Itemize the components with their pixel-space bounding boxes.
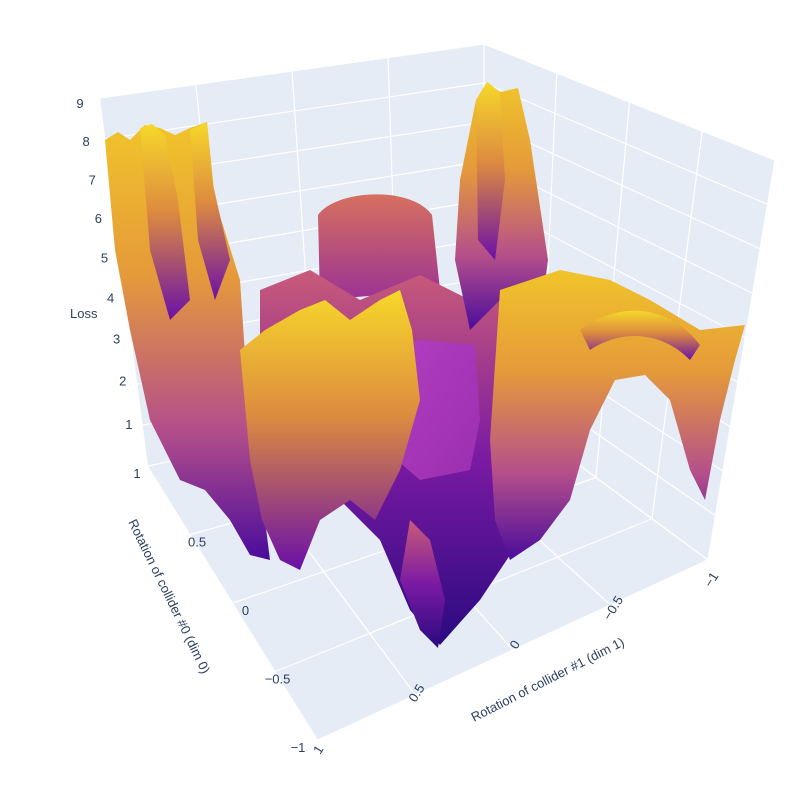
z-tick-label: 8: [82, 134, 89, 149]
grid-line: [707, 159, 776, 561]
y-tick-label: 1: [133, 466, 140, 481]
surface-back-dome: [318, 194, 440, 300]
y-axis-ticks: 1 0.5 0 −0.5 −1: [133, 466, 305, 755]
y-tick-label: −0.5: [265, 672, 291, 687]
z-tick-label: 1: [125, 417, 132, 432]
z-tick-label: 2: [119, 373, 126, 388]
surface-deep-trough: [400, 520, 445, 648]
x-tick-label: −1: [701, 569, 722, 590]
surface-left-peak-2: [190, 122, 230, 300]
surface-right-arch-top: [580, 310, 700, 360]
z-tick-label: 5: [101, 251, 108, 266]
z-tick-label: 7: [89, 172, 96, 187]
z-axis-title: Loss: [70, 306, 98, 321]
z-tick-label: 6: [95, 211, 102, 226]
z-tick-label: 4: [107, 291, 114, 306]
z-axis-ticks: 1 2 3 4 5 6 7 8 9: [76, 96, 132, 432]
x-tick-label: 1: [310, 743, 327, 757]
y-tick-label: −1: [291, 740, 306, 755]
grid-line: [317, 559, 709, 741]
surface-front-left: [240, 290, 420, 570]
z-tick-label: 3: [113, 331, 120, 346]
surface-left-peak: [140, 124, 190, 320]
surface-right-ridge-face: [476, 82, 505, 260]
surface-left-ridge: [105, 122, 270, 560]
y-tick-label: 0.5: [188, 535, 206, 550]
y-tick-label: 0: [242, 603, 249, 618]
z-tick-label: 9: [76, 96, 83, 111]
loss-surface: [105, 82, 745, 648]
